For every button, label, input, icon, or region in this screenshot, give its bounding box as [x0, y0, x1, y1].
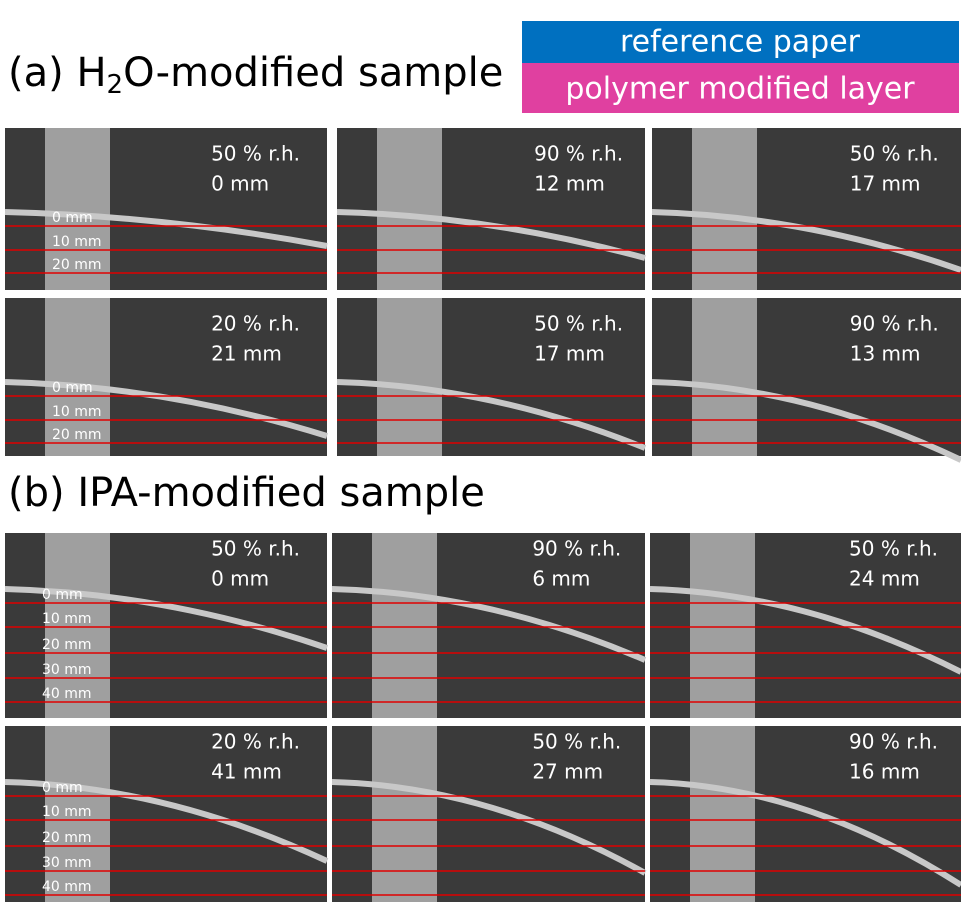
scale-label: 20 mm	[42, 637, 92, 653]
legend-polymer-box	[522, 63, 959, 113]
deflection-label: 0 mm	[211, 172, 269, 196]
humidity-label: 20 % r.h.	[211, 730, 300, 754]
scale-label: 30 mm	[42, 662, 92, 678]
scale-label: 40 mm	[42, 686, 92, 702]
paper-strip	[649, 779, 961, 888]
paper-strip	[4, 379, 328, 439]
title-part: O-modified sample	[123, 50, 503, 96]
deflection-label: 16 mm	[849, 760, 920, 784]
deflection-label: 41 mm	[211, 760, 282, 784]
paper-strip	[651, 379, 961, 463]
scale-label: 20 mm	[52, 257, 102, 273]
ruler	[45, 726, 110, 902]
scale-label: 0 mm	[52, 210, 93, 226]
scale-label: 10 mm	[42, 611, 92, 627]
humidity-label: 50 % r.h.	[849, 537, 938, 561]
scale-label: 20 mm	[42, 830, 92, 846]
ruler	[692, 128, 757, 290]
paper-strip	[336, 379, 647, 451]
ruler	[45, 533, 110, 718]
humidity-label: 20 % r.h.	[211, 312, 300, 336]
humidity-label: 90 % r.h.	[534, 142, 623, 166]
scale-label: 40 mm	[42, 879, 92, 895]
deflection-label: 21 mm	[211, 342, 282, 366]
deflection-label: 27 mm	[532, 760, 603, 784]
humidity-label: 50 % r.h.	[211, 537, 300, 561]
deflection-label: 17 mm	[534, 342, 605, 366]
section-title: (a) H2O-modified sample	[8, 50, 503, 100]
legend-polymer: polymer modified layer	[565, 72, 915, 107]
humidity-label: 90 % r.h.	[850, 312, 939, 336]
scale-label: 0 mm	[42, 587, 83, 603]
humidity-label: 90 % r.h.	[532, 537, 621, 561]
paper-strip	[4, 779, 329, 864]
ruler	[690, 726, 755, 902]
ruler	[690, 533, 755, 718]
ruler	[692, 298, 757, 456]
legend-reference-box	[522, 21, 959, 63]
scale-label: 10 mm	[42, 804, 92, 820]
scale-label: 30 mm	[42, 855, 92, 871]
title-subscript: 2	[107, 70, 124, 100]
paper-strip	[4, 586, 328, 651]
ruler	[377, 298, 442, 456]
humidity-label: 50 % r.h.	[850, 142, 939, 166]
paper-strip	[331, 779, 647, 876]
deflection-label: 12 mm	[534, 172, 605, 196]
scale-label: 0 mm	[42, 780, 83, 796]
paper-strip	[331, 586, 647, 663]
ruler	[372, 726, 437, 902]
scale-label: 10 mm	[52, 234, 102, 250]
humidity-label: 90 % r.h.	[849, 730, 938, 754]
humidity-label: 50 % r.h.	[211, 142, 300, 166]
ruler	[45, 128, 110, 290]
deflection-label: 13 mm	[850, 342, 921, 366]
humidity-label: 50 % r.h.	[534, 312, 623, 336]
paper-strip	[4, 209, 328, 249]
ruler	[377, 128, 442, 290]
deflection-label: 0 mm	[211, 567, 269, 591]
deflection-label: 6 mm	[532, 567, 590, 591]
scale-label: 10 mm	[52, 404, 102, 420]
legend-reference: reference paper	[620, 25, 861, 60]
paper-strip	[651, 209, 961, 273]
scale-label: 0 mm	[52, 380, 93, 396]
ruler	[372, 533, 437, 718]
humidity-label: 50 % r.h.	[532, 730, 621, 754]
title-part: (a) H	[8, 50, 107, 96]
scale-label: 20 mm	[52, 427, 102, 443]
deflection-label: 24 mm	[849, 567, 920, 591]
deflection-label: 17 mm	[850, 172, 921, 196]
ruler	[45, 298, 110, 456]
section-title: (b) IPA-modified sample	[8, 470, 485, 516]
